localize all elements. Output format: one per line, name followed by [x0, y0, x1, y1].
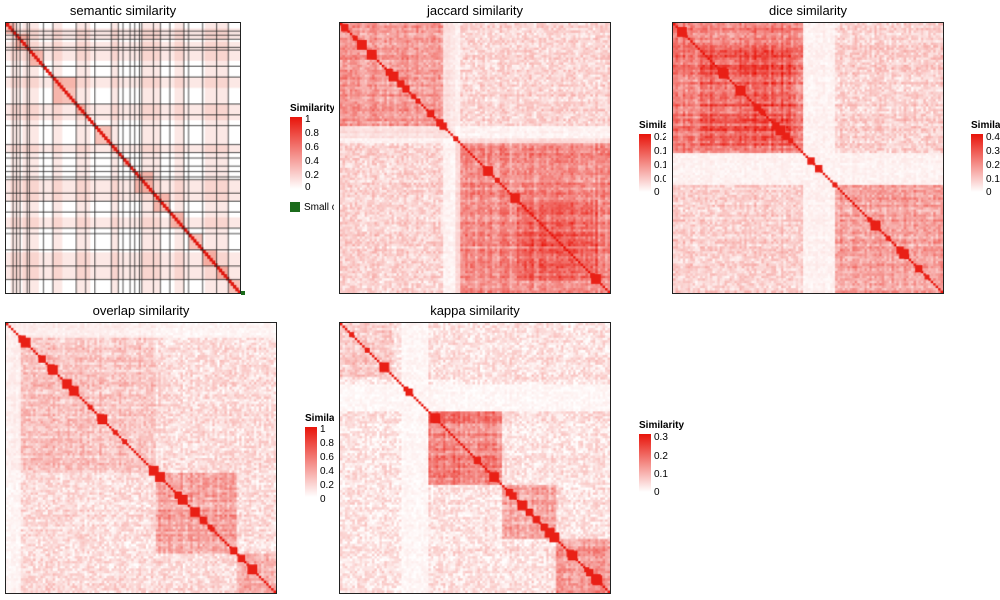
- legend-tick: 0.1: [986, 174, 1000, 185]
- kappa-legend: Similarity 0.3 0.2 0.1 0: [639, 420, 699, 505]
- legend-tick: 0.1: [654, 469, 668, 480]
- legend-title: Similarity: [639, 420, 685, 431]
- dice-legend: Similarity 0.4 0.3 0.2 0.1 0: [971, 120, 1000, 210]
- jaccard-legend: Similarity 0.25 0.15 0.1 0.05 0: [639, 120, 666, 210]
- legend-title: Similarity: [971, 120, 1000, 131]
- jaccard-title: jaccard similarity: [426, 3, 524, 18]
- dice-title: dice similarity: [768, 3, 847, 18]
- kappa-title: kappa similarity: [430, 303, 520, 318]
- overlap-title: overlap similarity: [92, 303, 190, 318]
- legend-tick: 0.2: [320, 480, 334, 491]
- legend-tick: 0.4: [320, 466, 334, 477]
- legend-tick: 0: [654, 187, 660, 198]
- legend-tick: 0.8: [305, 128, 319, 139]
- legend-tick: 0.3: [986, 146, 1000, 157]
- small-clusters-swatch: [290, 202, 300, 212]
- jaccard-heatmap: [339, 22, 611, 294]
- legend-tick: 0: [320, 494, 326, 505]
- legend-tick: 0.8: [320, 438, 334, 449]
- legend-tick: 1: [305, 114, 311, 125]
- legend-color-bar: [290, 117, 302, 189]
- legend-tick: 0.05: [654, 174, 666, 185]
- legend-tick: 0.2: [654, 451, 668, 462]
- legend-tick: 0.6: [320, 452, 334, 463]
- legend-tick: 0.4: [305, 156, 319, 167]
- legend-tick: 1: [320, 424, 326, 435]
- legend-color-bar: [305, 427, 317, 497]
- legend-tick: 0.4: [986, 132, 1000, 143]
- legend-title: Similarity: [290, 103, 334, 114]
- legend-tick: 0.15: [654, 146, 666, 157]
- dice-heatmap: [672, 22, 944, 294]
- legend-tick: 0.1: [654, 160, 666, 171]
- semantic-title: semantic similarity: [69, 3, 177, 18]
- legend-color-bar: [971, 134, 983, 192]
- semantic-legend: Similarity 1 0.8 0.6 0.4 0.2 0 Small clu…: [290, 103, 334, 223]
- legend-tick: 0: [986, 187, 992, 198]
- overlap-legend: Similarity 1 0.8 0.6 0.4 0.2 0: [305, 413, 334, 513]
- legend-color-bar: [639, 434, 651, 492]
- overlap-heatmap: [5, 322, 277, 594]
- small-cluster-marker: [241, 291, 245, 295]
- semantic-heatmap: [5, 22, 241, 294]
- small-clusters-label: Small clusters: [304, 202, 334, 213]
- legend-tick: 0.25: [654, 132, 666, 143]
- legend-tick: 0: [305, 182, 311, 193]
- legend-tick: 0.2: [305, 170, 319, 181]
- legend-tick: 0.3: [654, 432, 668, 443]
- legend-tick: 0: [654, 487, 660, 498]
- legend-title: Similarity: [639, 120, 666, 131]
- kappa-heatmap: [339, 322, 611, 594]
- legend-color-bar: [639, 134, 651, 192]
- legend-title: Similarity: [305, 413, 334, 424]
- legend-tick: 0.6: [305, 142, 319, 153]
- legend-tick: 0.2: [986, 160, 1000, 171]
